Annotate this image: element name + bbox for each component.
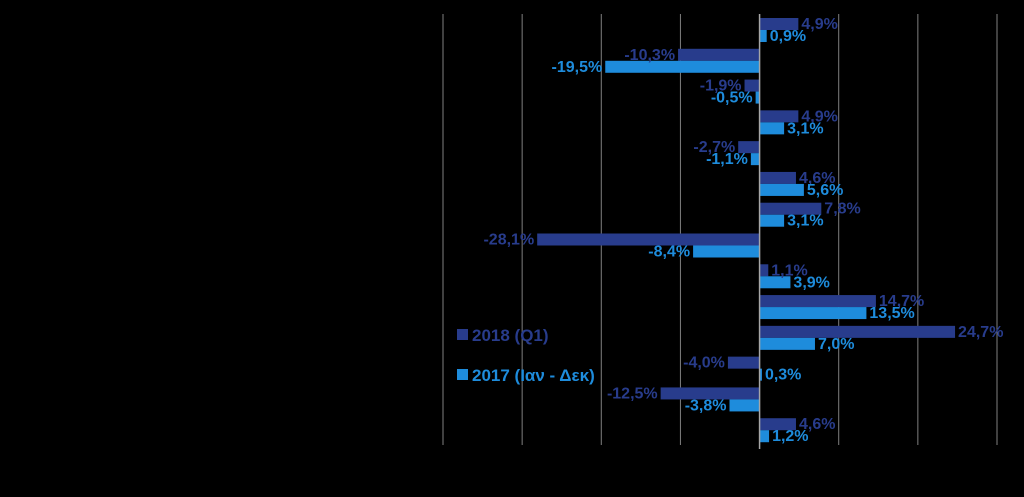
bar-2017: [759, 214, 785, 227]
data-label: 3,1%: [787, 213, 823, 230]
bar-2017: [759, 337, 815, 350]
bar-2018: [738, 141, 760, 154]
bar-2017: [759, 276, 791, 289]
legend-swatch-2017: [457, 369, 468, 380]
data-label: -12,5%: [607, 385, 658, 402]
bar-2018: [727, 356, 760, 369]
bar-2018: [759, 418, 796, 431]
bar-2018: [759, 264, 769, 277]
data-labels: 4,9%0,9%-10,3%-19,5%-1,9%-0,5%4,9%3,1%-2…: [483, 16, 1003, 445]
bar-2018: [759, 202, 822, 215]
data-label: 24,7%: [958, 324, 1003, 341]
bar-2018: [759, 110, 799, 123]
bar-2017: [759, 30, 767, 42]
data-label: 3,9%: [793, 274, 829, 291]
bar-2017: [729, 399, 760, 412]
data-label: -19,5%: [552, 59, 603, 76]
bar-2017: [759, 307, 867, 320]
bar-2018: [759, 18, 799, 30]
data-label: 4,9%: [801, 16, 837, 33]
data-label: 1,2%: [772, 428, 808, 445]
bar-2018: [759, 171, 796, 184]
bar-2018: [537, 233, 760, 246]
data-label: 5,6%: [807, 182, 843, 199]
data-label: 1,1%: [771, 262, 807, 279]
bar-2017: [693, 245, 760, 258]
bar-2018: [759, 325, 956, 338]
data-label: 0,9%: [770, 28, 806, 45]
data-label: 3,1%: [787, 120, 823, 137]
legend-swatch-2018: [457, 329, 468, 340]
data-label: 4,9%: [801, 108, 837, 125]
bar-2018: [744, 79, 760, 92]
data-label: -4,0%: [683, 355, 725, 372]
data-label: -1,1%: [706, 151, 748, 168]
data-label: -8,4%: [648, 244, 690, 261]
legend: 2018 (Q1) 2017 (Ιαν - Δεκ): [457, 326, 595, 385]
data-label: 4,6%: [799, 170, 835, 187]
data-label: 7,8%: [824, 201, 860, 218]
legend-label-2017: 2017 (Ιαν - Δεκ): [472, 366, 595, 385]
bar-2017: [605, 60, 760, 73]
bar-2018: [678, 48, 760, 61]
data-label: 14,7%: [879, 293, 924, 310]
data-label: -1,9%: [700, 78, 742, 95]
bar-2018: [660, 387, 760, 400]
data-label: -10,3%: [624, 47, 675, 64]
bar-2017: [759, 183, 804, 196]
data-label: 4,6%: [799, 416, 835, 433]
bar-2017: [750, 153, 760, 166]
bar-2017: [759, 430, 770, 443]
data-label: 13,5%: [869, 305, 914, 322]
data-label: 0,3%: [765, 367, 801, 384]
bar-2017: [759, 122, 785, 135]
data-label: -28,1%: [483, 232, 534, 249]
data-label: -3,8%: [685, 397, 727, 414]
bar-2018: [759, 295, 876, 308]
legend-label-2018: 2018 (Q1): [472, 326, 549, 345]
bar-series: [537, 18, 956, 443]
bar-2017: [755, 91, 760, 104]
data-label: 7,0%: [818, 336, 854, 353]
bar-2017: [759, 368, 762, 381]
data-label: -2,7%: [693, 139, 735, 156]
data-label: -0,5%: [711, 90, 753, 107]
